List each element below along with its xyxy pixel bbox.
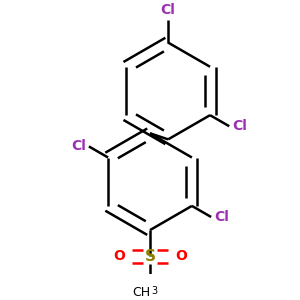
Text: Cl: Cl [71,140,86,153]
Text: S: S [145,249,155,264]
Text: CH: CH [132,286,150,298]
Text: O: O [113,249,125,263]
Text: Cl: Cl [232,119,247,133]
Text: Cl: Cl [214,210,229,224]
Text: 3: 3 [151,286,157,296]
Text: Cl: Cl [161,3,176,17]
Text: O: O [175,249,187,263]
